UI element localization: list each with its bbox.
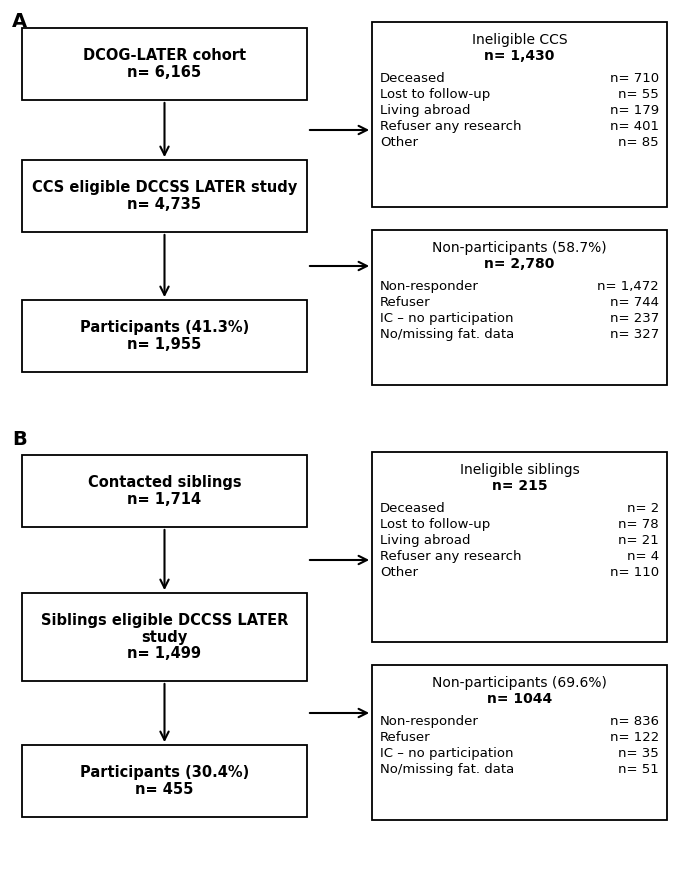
Text: Refuser: Refuser bbox=[380, 296, 431, 309]
Text: n= 51: n= 51 bbox=[619, 763, 659, 776]
Bar bbox=[372, 230, 667, 385]
Text: No/missing fat. data: No/missing fat. data bbox=[380, 763, 514, 776]
Text: A: A bbox=[12, 12, 27, 31]
Text: n= 55: n= 55 bbox=[619, 88, 659, 100]
Text: IC – no participation: IC – no participation bbox=[380, 312, 514, 324]
Text: Refuser any research: Refuser any research bbox=[380, 120, 521, 133]
Text: n= 1,472: n= 1,472 bbox=[597, 280, 659, 292]
Text: n= 179: n= 179 bbox=[610, 104, 659, 117]
Text: n= 455: n= 455 bbox=[136, 781, 194, 797]
Text: Non-responder: Non-responder bbox=[380, 280, 479, 292]
Text: Other: Other bbox=[380, 136, 418, 149]
Text: IC – no participation: IC – no participation bbox=[380, 746, 514, 760]
Text: n= 1,499: n= 1,499 bbox=[127, 646, 201, 661]
Bar bbox=[372, 452, 667, 642]
Text: Refuser any research: Refuser any research bbox=[380, 550, 521, 563]
Bar bbox=[22, 300, 307, 372]
Text: Deceased: Deceased bbox=[380, 72, 446, 85]
Text: n= 85: n= 85 bbox=[619, 136, 659, 149]
Bar bbox=[22, 455, 307, 527]
Text: n= 122: n= 122 bbox=[610, 731, 659, 744]
Text: Ineligible CCS: Ineligible CCS bbox=[472, 33, 567, 47]
Text: n= 35: n= 35 bbox=[619, 746, 659, 760]
Text: Non-participants (69.6%): Non-participants (69.6%) bbox=[432, 676, 607, 690]
Text: n= 237: n= 237 bbox=[610, 312, 659, 324]
Text: B: B bbox=[12, 430, 27, 449]
Text: Other: Other bbox=[380, 566, 418, 579]
Text: Lost to follow-up: Lost to follow-up bbox=[380, 518, 490, 531]
Text: n= 21: n= 21 bbox=[619, 534, 659, 547]
Text: n= 744: n= 744 bbox=[610, 296, 659, 309]
Text: Ineligible siblings: Ineligible siblings bbox=[460, 463, 580, 477]
Bar bbox=[372, 665, 667, 820]
Bar bbox=[22, 745, 307, 817]
Text: Deceased: Deceased bbox=[380, 501, 446, 514]
Text: n= 110: n= 110 bbox=[610, 566, 659, 579]
Bar bbox=[22, 593, 307, 681]
Text: n= 401: n= 401 bbox=[610, 120, 659, 133]
Text: Refuser: Refuser bbox=[380, 731, 431, 744]
Text: Non-responder: Non-responder bbox=[380, 714, 479, 727]
Text: No/missing fat. data: No/missing fat. data bbox=[380, 328, 514, 341]
Text: n= 1,430: n= 1,430 bbox=[484, 49, 555, 63]
Text: Siblings eligible DCCSS LATER: Siblings eligible DCCSS LATER bbox=[41, 613, 288, 628]
Text: n= 6,165: n= 6,165 bbox=[127, 65, 201, 79]
Text: DCOG-LATER cohort: DCOG-LATER cohort bbox=[83, 48, 246, 64]
Text: Lost to follow-up: Lost to follow-up bbox=[380, 88, 490, 100]
Text: Participants (41.3%): Participants (41.3%) bbox=[80, 320, 249, 336]
Text: n= 327: n= 327 bbox=[610, 328, 659, 341]
Text: n= 2: n= 2 bbox=[627, 501, 659, 514]
Text: Living abroad: Living abroad bbox=[380, 104, 471, 117]
Text: n= 710: n= 710 bbox=[610, 72, 659, 85]
Text: n= 4,735: n= 4,735 bbox=[127, 197, 201, 212]
Text: n= 78: n= 78 bbox=[619, 518, 659, 531]
Bar bbox=[22, 28, 307, 100]
Text: n= 4: n= 4 bbox=[627, 550, 659, 563]
Text: n= 215: n= 215 bbox=[492, 479, 547, 493]
Text: Non-participants (58.7%): Non-participants (58.7%) bbox=[432, 241, 607, 255]
Text: Living abroad: Living abroad bbox=[380, 534, 471, 547]
Text: n= 836: n= 836 bbox=[610, 714, 659, 727]
Text: n= 1,955: n= 1,955 bbox=[127, 337, 201, 351]
Bar bbox=[372, 22, 667, 207]
Text: Contacted siblings: Contacted siblings bbox=[88, 475, 241, 490]
Text: Participants (30.4%): Participants (30.4%) bbox=[80, 766, 249, 780]
Text: n= 1044: n= 1044 bbox=[487, 692, 552, 706]
Text: study: study bbox=[141, 630, 188, 644]
Text: n= 2,780: n= 2,780 bbox=[484, 257, 555, 271]
Text: CCS eligible DCCSS LATER study: CCS eligible DCCSS LATER study bbox=[32, 181, 297, 195]
Text: n= 1,714: n= 1,714 bbox=[127, 492, 201, 507]
Bar bbox=[22, 160, 307, 232]
